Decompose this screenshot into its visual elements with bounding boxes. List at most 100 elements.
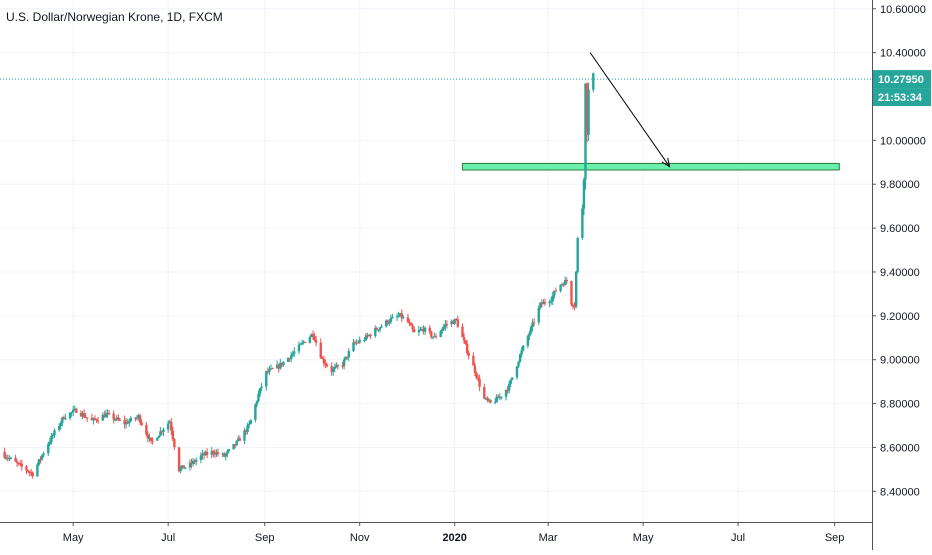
- candle-up: [286, 357, 290, 363]
- y-tick-label: 9.80000: [880, 179, 920, 191]
- candle-body: [374, 328, 377, 337]
- candle-up: [59, 421, 62, 430]
- candle-body: [107, 413, 111, 415]
- candle-body: [182, 465, 185, 469]
- candle-body: [386, 320, 389, 324]
- candle-body: [431, 336, 435, 338]
- candle-up: [42, 451, 45, 458]
- candle-body: [36, 464, 39, 477]
- candle-body: [160, 431, 164, 433]
- candle-body: [302, 341, 305, 343]
- candle-body: [540, 302, 544, 305]
- candle-up: [8, 455, 11, 462]
- candle-down: [29, 468, 33, 477]
- candle-body: [543, 301, 547, 304]
- candle-body: [170, 421, 173, 431]
- candle-body: [271, 368, 274, 370]
- candle-body: [82, 413, 86, 418]
- grid-layer: [0, 0, 872, 522]
- trend-arrow[interactable]: [589, 52, 671, 168]
- candle-down: [325, 362, 329, 368]
- candle-up: [157, 435, 161, 439]
- candle-down: [25, 465, 28, 475]
- candle-down: [478, 374, 481, 392]
- candle-body: [498, 396, 502, 399]
- candle-body: [428, 327, 431, 332]
- candle-body: [39, 459, 42, 461]
- candle-down: [422, 325, 425, 335]
- candle-up: [395, 313, 399, 321]
- candle-up: [104, 409, 108, 418]
- candle-up: [377, 329, 380, 332]
- candle-up: [71, 405, 75, 416]
- candle-up: [168, 419, 171, 424]
- candle-up: [129, 415, 132, 422]
- candle-down: [223, 451, 226, 458]
- candle-up: [308, 335, 312, 344]
- candle-up: [257, 390, 260, 403]
- candle-down: [324, 359, 327, 369]
- candle-up: [166, 420, 170, 433]
- candle-body: [224, 454, 227, 457]
- candle-body: [103, 414, 106, 418]
- candle-body: [104, 413, 108, 418]
- candle-down: [562, 282, 565, 287]
- candle-body: [159, 431, 162, 436]
- candle-body: [59, 422, 62, 426]
- candle-body: [304, 341, 307, 343]
- candle-body: [363, 339, 366, 341]
- candle-body: [573, 306, 576, 308]
- support-zone-rectangle[interactable]: [461, 162, 840, 171]
- candle-down: [31, 471, 34, 479]
- candle-down: [190, 458, 193, 469]
- candle-up: [128, 418, 131, 427]
- candle-body: [439, 331, 442, 337]
- candle-body: [171, 430, 175, 440]
- candle-up: [37, 458, 41, 467]
- candle-down: [82, 409, 86, 419]
- candle-up: [36, 462, 39, 478]
- candle-body: [420, 329, 424, 331]
- candle-body: [419, 329, 422, 331]
- candle-body: [233, 444, 237, 446]
- candle-down: [314, 336, 318, 347]
- candle-up: [587, 82, 590, 141]
- candle-up: [291, 350, 294, 358]
- y-tick-label: 9.20000: [880, 311, 920, 323]
- candle-down: [341, 362, 344, 369]
- candle-body: [400, 313, 403, 319]
- candle-up: [258, 387, 262, 398]
- candle-up: [423, 326, 427, 335]
- candle-body: [199, 455, 203, 460]
- current-price-text: 10.27950: [878, 74, 924, 86]
- current-price-label: 10.27950: [873, 70, 931, 89]
- candle-down: [313, 332, 316, 342]
- candle-body: [576, 237, 579, 272]
- candle-body: [389, 318, 393, 322]
- candle-body: [8, 458, 11, 460]
- candle-up: [275, 360, 279, 369]
- candle-down: [473, 362, 477, 377]
- candle-down: [288, 357, 291, 362]
- candle-body: [293, 351, 296, 354]
- candle-up: [526, 334, 530, 349]
- candle-body: [215, 452, 218, 455]
- candle-body: [408, 322, 411, 324]
- chart-title: U.S. Dollar/Norwegian Krone, 1D, FXCM: [6, 10, 223, 24]
- candle-body: [238, 438, 241, 441]
- candle-body: [369, 334, 372, 337]
- candle-body: [101, 414, 104, 421]
- candle-body: [344, 356, 347, 360]
- candle-up: [114, 418, 117, 422]
- candle-body: [562, 284, 565, 286]
- candle-body: [3, 451, 6, 458]
- y-tick-label: 10.40000: [880, 48, 926, 60]
- candle-up: [180, 465, 184, 470]
- candle-body: [391, 316, 394, 319]
- candle-body: [531, 322, 534, 328]
- candle-down: [171, 426, 175, 442]
- candle-body: [581, 208, 584, 238]
- candle-up: [522, 345, 525, 352]
- current-price-box: [873, 70, 931, 89]
